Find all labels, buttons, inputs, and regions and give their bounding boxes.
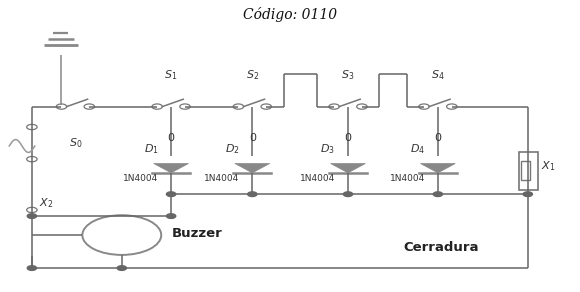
Circle shape bbox=[523, 192, 532, 197]
Text: Cerradura: Cerradura bbox=[403, 241, 478, 254]
Text: 1N4004: 1N4004 bbox=[123, 174, 158, 183]
Text: $S_3$: $S_3$ bbox=[342, 68, 354, 82]
Polygon shape bbox=[154, 164, 188, 173]
Circle shape bbox=[152, 104, 162, 109]
Text: $S_4$: $S_4$ bbox=[431, 68, 445, 82]
Circle shape bbox=[27, 266, 37, 270]
Text: $S_0$: $S_0$ bbox=[68, 136, 82, 150]
Bar bbox=[519, 152, 538, 190]
Text: Código: 0110: Código: 0110 bbox=[243, 7, 337, 22]
Circle shape bbox=[27, 214, 37, 218]
Text: 1N4004: 1N4004 bbox=[300, 174, 335, 183]
Circle shape bbox=[248, 192, 257, 197]
Polygon shape bbox=[235, 164, 270, 173]
Text: $D_1$: $D_1$ bbox=[143, 142, 158, 156]
Circle shape bbox=[433, 192, 443, 197]
Circle shape bbox=[27, 157, 37, 162]
Text: 0: 0 bbox=[249, 133, 256, 143]
Circle shape bbox=[117, 266, 126, 270]
Text: $D_3$: $D_3$ bbox=[320, 142, 335, 156]
Circle shape bbox=[166, 214, 176, 218]
Text: $D_4$: $D_4$ bbox=[410, 142, 425, 156]
Circle shape bbox=[233, 104, 244, 109]
Text: 1N4004: 1N4004 bbox=[390, 174, 425, 183]
Circle shape bbox=[27, 207, 37, 213]
Circle shape bbox=[166, 192, 176, 197]
Bar bbox=[521, 161, 530, 180]
Text: 0: 0 bbox=[434, 133, 441, 143]
Circle shape bbox=[329, 104, 339, 109]
Text: 1N4004: 1N4004 bbox=[204, 174, 240, 183]
Text: 0: 0 bbox=[345, 133, 351, 143]
Circle shape bbox=[357, 104, 367, 109]
Text: $X_2$: $X_2$ bbox=[39, 197, 53, 211]
Text: $X_1$: $X_1$ bbox=[541, 159, 555, 173]
Circle shape bbox=[447, 104, 457, 109]
Circle shape bbox=[84, 104, 95, 109]
Circle shape bbox=[56, 104, 67, 109]
Text: $S_2$: $S_2$ bbox=[246, 68, 259, 82]
Text: Buzzer: Buzzer bbox=[172, 227, 223, 240]
Circle shape bbox=[27, 124, 37, 130]
Circle shape bbox=[180, 104, 190, 109]
Circle shape bbox=[419, 104, 429, 109]
Text: $S_1$: $S_1$ bbox=[165, 68, 177, 82]
Circle shape bbox=[261, 104, 271, 109]
Polygon shape bbox=[331, 164, 365, 173]
Circle shape bbox=[343, 192, 353, 197]
Polygon shape bbox=[420, 164, 455, 173]
Text: $D_2$: $D_2$ bbox=[225, 142, 240, 156]
Text: 0: 0 bbox=[168, 133, 175, 143]
